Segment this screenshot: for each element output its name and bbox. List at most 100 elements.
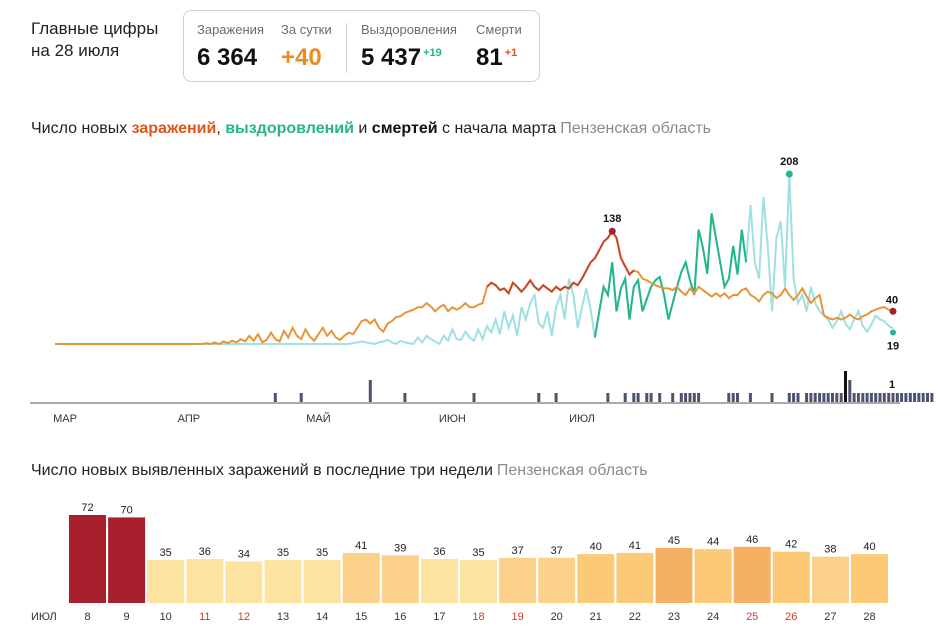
day-bar-value: 34 xyxy=(238,548,250,560)
death-bar xyxy=(852,393,856,402)
death-bar xyxy=(554,393,558,402)
day-bar xyxy=(538,557,576,603)
day-label: 25 xyxy=(746,611,758,623)
death-bar xyxy=(913,393,917,402)
day-label: 23 xyxy=(668,611,680,623)
death-bar xyxy=(645,393,649,402)
deaths-label: Смерти xyxy=(476,22,522,37)
x-tick-label: ИЮЛ xyxy=(569,413,595,425)
day-bar xyxy=(69,515,106,603)
day-bar-value: 35 xyxy=(277,547,289,559)
chart1-title-prefix: Число новых xyxy=(31,120,132,137)
day-bar xyxy=(381,555,419,603)
day-bar xyxy=(186,559,224,603)
recoveries-peak-dot xyxy=(785,170,793,178)
chart1-title-sep2: и xyxy=(353,120,372,137)
recoveries-delta: +19 xyxy=(423,47,442,59)
x-tick-label: ИЮН xyxy=(439,413,466,425)
death-bar xyxy=(895,393,899,402)
death-bar xyxy=(636,393,640,402)
death-bar xyxy=(908,393,912,402)
death-bar xyxy=(273,393,277,402)
death-bar xyxy=(861,393,865,402)
day-bar-value: 35 xyxy=(472,547,484,559)
recoveries-label: Выздоровления xyxy=(361,22,457,37)
death-bar xyxy=(679,393,683,402)
day-bar-value: 44 xyxy=(707,536,719,548)
header-title: Главные цифры на 28 июля xyxy=(31,18,158,62)
chart1-title-deaths: смертей xyxy=(371,120,438,137)
day-bar xyxy=(851,554,888,603)
death-bar xyxy=(818,393,822,402)
infections-label: Заражения xyxy=(197,22,264,37)
day-label: 14 xyxy=(316,611,328,623)
death-bar xyxy=(368,380,372,402)
daily-label: За сутки xyxy=(281,22,332,37)
day-bar xyxy=(225,561,263,603)
day-label: 8 xyxy=(84,611,90,623)
death-bar xyxy=(874,393,878,402)
death-bar xyxy=(472,393,476,402)
chart1-title: Число новых заражений, выздоровлений и с… xyxy=(31,120,711,138)
death-bar xyxy=(805,393,809,402)
day-label: 28 xyxy=(863,611,875,623)
death-bar xyxy=(848,380,852,402)
death-bar xyxy=(671,393,675,402)
stat-recoveries: Выздоровления 5 437 +19 xyxy=(361,22,457,71)
day-label: 18 xyxy=(472,611,484,623)
day-label: 15 xyxy=(355,611,367,623)
day-bar-value: 72 xyxy=(81,502,93,514)
x-tick-label: АПР xyxy=(178,413,200,425)
chart1-title-infections: заражений xyxy=(131,120,217,137)
day-bar-value: 37 xyxy=(551,545,563,557)
recoveries-line xyxy=(593,213,748,338)
header-title-line1: Главные цифры xyxy=(31,19,159,38)
death-bar xyxy=(649,393,653,402)
day-bar xyxy=(577,554,615,603)
month-label: ИЮЛ xyxy=(31,611,57,623)
death-bar xyxy=(891,393,895,402)
infections-peak-dot xyxy=(608,227,616,235)
day-label: 22 xyxy=(629,611,641,623)
stat-deaths: Смерти 81 +1 xyxy=(476,22,522,71)
death-bar xyxy=(299,393,303,402)
timeline-chart: 138 208 40 19 1 МАР АПР МАЙ ИЮН ИЮЛ xyxy=(30,156,934,425)
death-bar xyxy=(822,393,826,402)
day-bar-value: 39 xyxy=(394,542,406,554)
recoveries-value: 5 437 xyxy=(361,44,422,71)
death-bar xyxy=(770,393,774,402)
deaths-delta: +1 xyxy=(504,47,518,59)
death-bar xyxy=(839,393,843,402)
day-label: 9 xyxy=(124,611,130,623)
three-weeks-bar-chart: 72 8 70 9 35 10 36 11 34 12 35 13 35 14 41 15 39 16 36 17 35… xyxy=(31,502,888,623)
death-bar xyxy=(658,393,662,402)
recoveries-value-wrap: 5 437 +19 xyxy=(361,44,442,72)
day-bar-value: 41 xyxy=(629,540,641,552)
death-bar xyxy=(878,393,882,402)
chart1-title-recoveries: выздоровлений xyxy=(225,120,354,137)
day-bar xyxy=(342,552,380,603)
death-bar xyxy=(930,393,934,402)
chart2-region: Пензенская область xyxy=(496,462,648,479)
deaths-value: 81 xyxy=(476,44,503,71)
chart1-title-suffix: с начала марта xyxy=(437,120,557,137)
stat-infections: Заражения 6 364 xyxy=(197,22,264,71)
death-bar xyxy=(731,393,735,402)
day-bar xyxy=(733,546,771,603)
infections-last-label: 40 xyxy=(886,294,898,306)
infections-line xyxy=(55,229,894,346)
day-bar xyxy=(108,517,146,603)
day-bar-value: 45 xyxy=(668,535,680,547)
day-bar xyxy=(655,548,693,603)
infections-last-dot xyxy=(889,307,897,315)
day-label: 26 xyxy=(785,611,797,623)
death-bar xyxy=(403,393,407,402)
death-bar xyxy=(809,393,813,402)
day-bar xyxy=(420,559,458,603)
death-bar xyxy=(684,393,688,402)
death-bar xyxy=(835,393,839,402)
stats-box: Заражения 6 364 За сутки +40 Выздоровлен… xyxy=(183,10,540,82)
death-bar xyxy=(904,393,908,402)
infections-value: 6 364 xyxy=(197,44,258,71)
recoveries-light-line xyxy=(55,173,894,346)
